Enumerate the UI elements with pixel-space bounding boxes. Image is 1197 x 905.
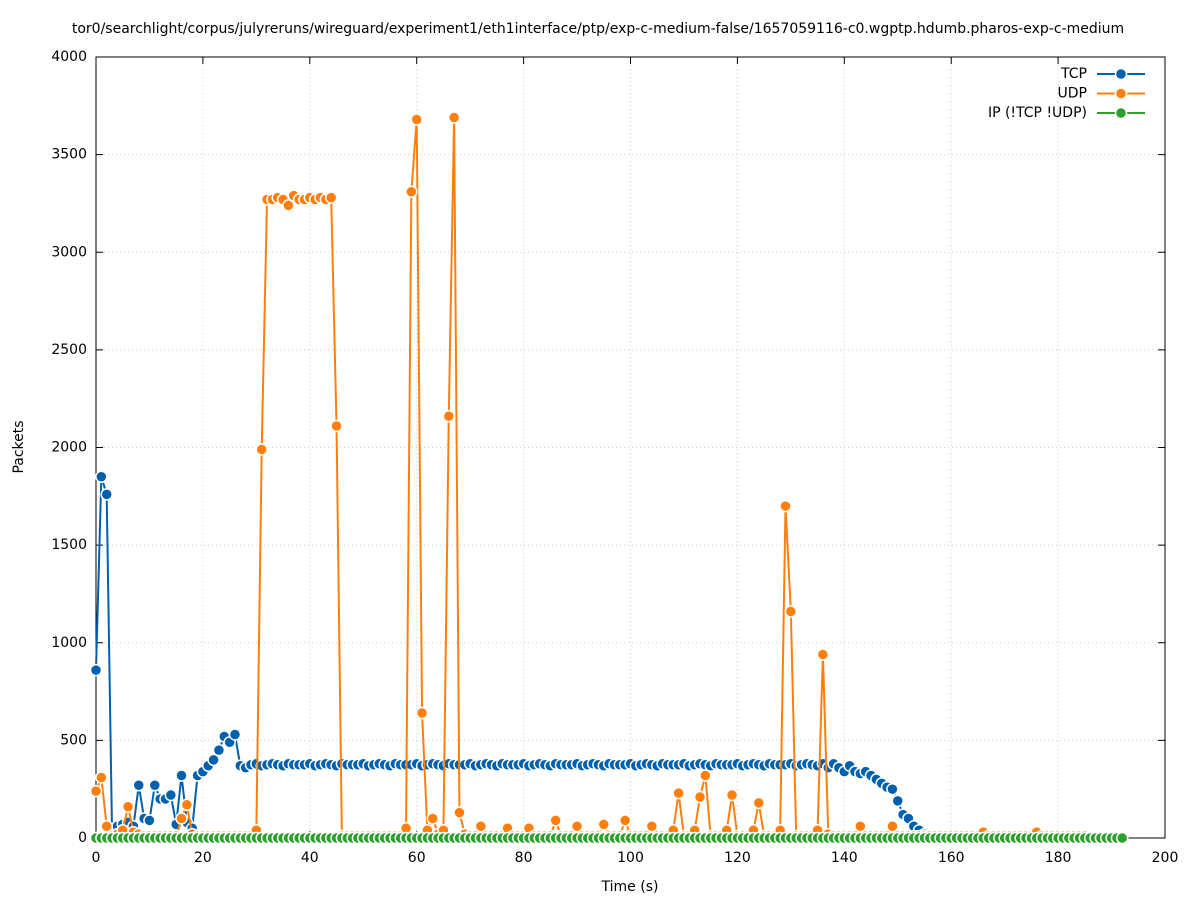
- x-tick-label: 180: [1045, 850, 1072, 866]
- data-point: [672, 786, 685, 800]
- chart-title: tor0/searchlight/corpus/julyreruns/wireg…: [72, 21, 1124, 37]
- data-point: [442, 410, 456, 423]
- x-tick-label: 80: [515, 850, 533, 866]
- y-tick-label: 2500: [51, 342, 87, 358]
- data-point: [597, 818, 611, 831]
- data-point: [95, 771, 108, 784]
- data-point: [447, 111, 461, 124]
- data-point: [89, 784, 103, 798]
- series-line: [95, 117, 1085, 838]
- data-point: [415, 706, 429, 720]
- data-point: [453, 806, 466, 819]
- x-tick-label: 100: [617, 850, 644, 866]
- legend-label: UDP: [1058, 86, 1087, 102]
- data-point: [95, 470, 108, 484]
- data-point: [426, 812, 439, 825]
- data-point: [175, 812, 188, 825]
- legend-label: IP (!TCP !UDP): [988, 105, 1087, 121]
- data-point: [549, 814, 562, 827]
- legend-label: TCP: [1060, 66, 1087, 82]
- data-point: [132, 779, 146, 792]
- data-point: [410, 113, 423, 126]
- x-tick-label: 20: [194, 850, 212, 866]
- x-tick-label: 60: [408, 850, 426, 866]
- legend-marker: [1114, 87, 1128, 100]
- x-tick-label: 120: [724, 850, 751, 866]
- data-point: [330, 419, 343, 433]
- x-tick-label: 0: [92, 850, 101, 866]
- data-point: [148, 779, 162, 792]
- data-point: [282, 199, 295, 212]
- data-point: [255, 443, 268, 456]
- y-axis-label: Packets: [11, 420, 27, 473]
- y-tick-label: 4000: [51, 49, 87, 65]
- data-point: [699, 769, 712, 782]
- data-point: [752, 796, 766, 810]
- data-point: [886, 782, 899, 796]
- legend-marker: [1114, 67, 1128, 81]
- data-point: [618, 814, 632, 827]
- data-point: [212, 743, 226, 757]
- data-point: [405, 185, 418, 198]
- data-point: [228, 728, 242, 741]
- data-point: [180, 798, 194, 812]
- data-point: [143, 814, 156, 827]
- data-point: [693, 790, 707, 804]
- y-tick-label: 3000: [51, 244, 87, 260]
- y-tick-label: 1500: [51, 537, 87, 553]
- data-point: [725, 788, 739, 802]
- data-point: [121, 800, 135, 814]
- x-tick-label: 140: [831, 850, 858, 866]
- y-tick-label: 500: [60, 732, 87, 748]
- data-point: [891, 794, 904, 808]
- series-line: [95, 476, 931, 837]
- data-point: [89, 663, 103, 677]
- data-point: [175, 769, 188, 782]
- x-tick-label: 40: [301, 850, 319, 866]
- data-point: [779, 499, 792, 513]
- y-tick-label: 3500: [51, 147, 87, 163]
- x-axis-label: Time (s): [601, 879, 659, 895]
- y-tick-label: 1000: [51, 635, 87, 651]
- y-tick-label: 0: [78, 830, 87, 846]
- data-point: [207, 753, 220, 767]
- data-point: [1115, 831, 1129, 845]
- y-tick-label: 2000: [51, 440, 87, 456]
- data-point: [784, 605, 798, 618]
- x-tick-label: 160: [938, 850, 965, 866]
- data-point: [816, 648, 830, 661]
- x-tick-label: 200: [1152, 850, 1179, 866]
- data-point: [164, 788, 178, 802]
- data-point: [324, 191, 338, 204]
- data-point: [100, 488, 113, 501]
- legend-marker: [1114, 106, 1128, 120]
